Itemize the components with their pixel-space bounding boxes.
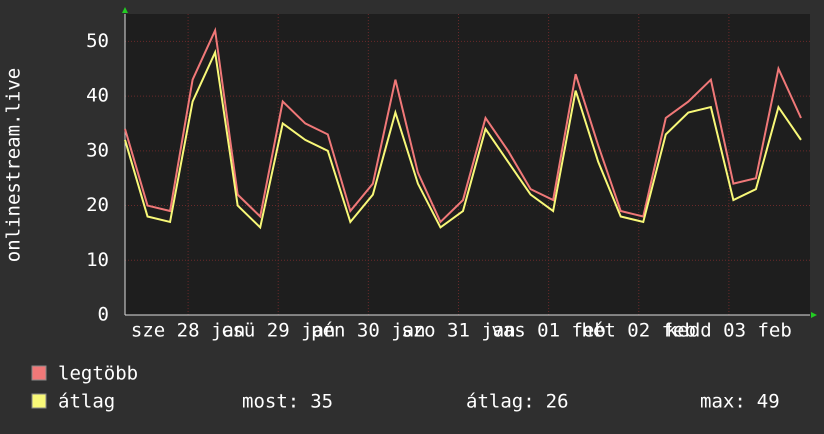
x-tick-label: szo 31 jan bbox=[401, 320, 515, 342]
x-tick-label: hét 02 feb bbox=[582, 320, 696, 342]
y-tick-label: 30 bbox=[86, 139, 109, 161]
legend-swatch bbox=[31, 365, 47, 381]
stat-label: átlag: bbox=[466, 391, 535, 413]
stat-label: max: bbox=[700, 391, 746, 413]
x-tick-label: vas 01 feb bbox=[491, 320, 605, 342]
legend-swatch bbox=[31, 393, 47, 409]
legend-label: legtöbb bbox=[58, 363, 138, 385]
x-tick-label: kedd 03 feb bbox=[666, 320, 792, 342]
x-tick-label: pén 30 jan bbox=[311, 320, 425, 342]
y-axis-arrow bbox=[122, 7, 128, 13]
y-tick-label: 10 bbox=[86, 249, 109, 271]
y-tick-label: 40 bbox=[86, 85, 109, 107]
series-line bbox=[124, 48, 802, 230]
stat-value: 49 bbox=[757, 391, 780, 413]
y-tick-label: 50 bbox=[86, 30, 109, 52]
plot-area bbox=[125, 14, 810, 315]
x-axis-arrow bbox=[811, 312, 817, 318]
stat-value: 35 bbox=[310, 391, 333, 413]
y-axis-label: onlinestream.live bbox=[3, 68, 25, 262]
x-tick-label: csü 29 jan bbox=[221, 320, 335, 342]
stat-value: 26 bbox=[546, 391, 569, 413]
legend-label: átlag bbox=[58, 391, 115, 413]
x-tick-label: sze 28 jan bbox=[131, 320, 245, 342]
stat-label: most: bbox=[242, 391, 299, 413]
y-tick-label: 0 bbox=[98, 304, 109, 326]
y-tick-label: 20 bbox=[86, 194, 109, 216]
series-line bbox=[124, 26, 802, 224]
